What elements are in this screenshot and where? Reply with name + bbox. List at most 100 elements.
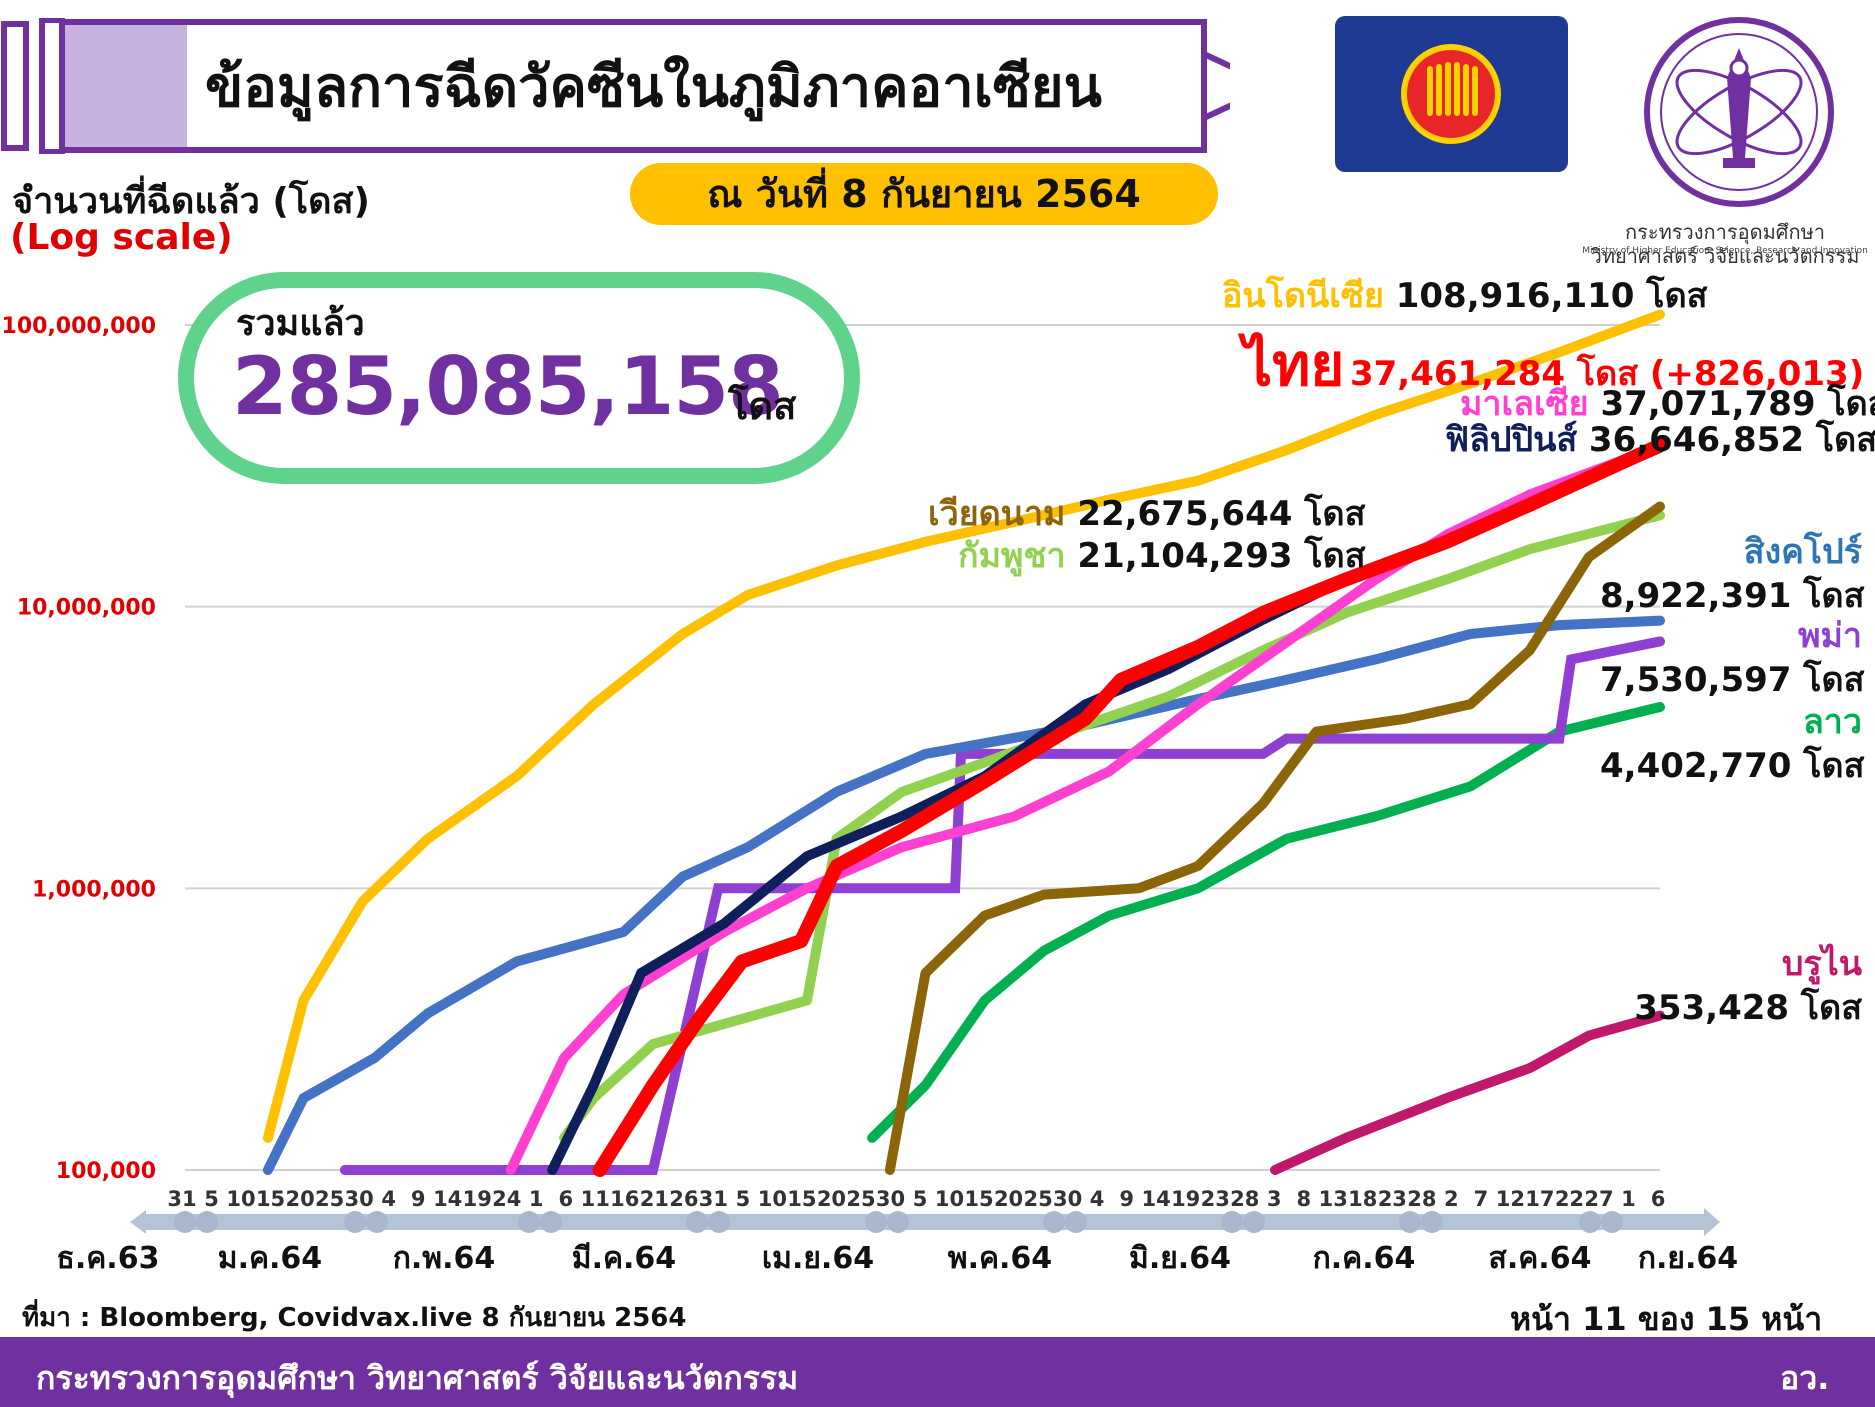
y-tick-label: 100,000	[56, 1159, 156, 1184]
x-tick-label: 25	[1023, 1187, 1052, 1211]
ministry-logo-icon	[1644, 17, 1834, 207]
x-tick-label: 13	[1319, 1187, 1348, 1211]
series-value: 37,071,789 โดส	[1600, 384, 1875, 424]
x-tick-label: 20	[285, 1187, 314, 1211]
x-tick-label: 15	[787, 1187, 816, 1211]
x-tick-label: 16	[610, 1187, 639, 1211]
x-axis-marker	[708, 1211, 730, 1233]
x-tick-label: 15	[256, 1187, 285, 1211]
x-tick-label: 25	[315, 1187, 344, 1211]
total-label: รวมแล้ว	[236, 303, 365, 344]
x-tick-label: 4	[1090, 1187, 1105, 1211]
x-tick-label: 23	[1378, 1187, 1407, 1211]
asean-flag-icon	[1335, 16, 1568, 172]
x-tick-label: 22	[1555, 1187, 1584, 1211]
x-tick-label: 26	[669, 1187, 698, 1211]
x-axis-arrow-right	[1704, 1208, 1720, 1236]
series-label-brunei: บรูไน 353,428 โดส	[1600, 942, 1862, 1030]
x-axis-marker	[1421, 1211, 1443, 1233]
x-axis-marker	[344, 1211, 366, 1233]
x-month-label: มิ.ย.64	[1129, 1241, 1231, 1276]
x-month-label: พ.ค.64	[948, 1241, 1052, 1276]
ministry-name-en: Ministry of Higher Education, Science, R…	[1582, 246, 1868, 256]
x-tick-label: 10	[758, 1187, 787, 1211]
series-value: 36,646,852 โดส	[1588, 420, 1875, 460]
series-name: พม่า	[1798, 616, 1862, 656]
total-box	[178, 272, 860, 484]
series-line	[884, 501, 1665, 1175]
series-label-cambodia: กัมพูชา 21,104,293 โดส	[958, 528, 1365, 582]
series-name: ไทย	[1243, 331, 1345, 399]
x-axis-marker	[1601, 1211, 1623, 1233]
x-month-label: ก.ค.64	[1313, 1241, 1416, 1276]
x-axis-marker	[174, 1211, 196, 1233]
x-tick-label: 31	[699, 1187, 728, 1211]
x-tick-label: 21	[640, 1187, 669, 1211]
x-month-label: ม.ค.64	[218, 1241, 322, 1276]
x-axis-marker	[196, 1211, 218, 1233]
x-month-label: ก.พ.64	[393, 1241, 495, 1276]
x-tick-label: 20	[994, 1187, 1023, 1211]
series-line	[262, 309, 1665, 1143]
total-unit: โดส	[728, 384, 797, 428]
x-tick-label: 31	[167, 1187, 196, 1211]
x-month-label: เม.ย.64	[762, 1241, 874, 1276]
x-tick-label: 17	[1525, 1187, 1554, 1211]
series-value: 22,675,644 โดส	[1077, 494, 1366, 534]
series-value: 108,916,110 โดส	[1395, 276, 1708, 316]
x-axis-marker	[540, 1211, 562, 1233]
series-line	[262, 615, 1665, 1175]
y-tick-label: 100,000,000	[2, 314, 156, 339]
x-tick-label: 18	[1348, 1187, 1377, 1211]
x-tick-label: 14	[433, 1187, 462, 1211]
footer-abbreviation: อว.	[1780, 1359, 1830, 1397]
x-tick-label: 3	[1267, 1187, 1282, 1211]
x-tick-label: 14	[1142, 1187, 1171, 1211]
series-value: 37,461,284 โดส (+826,013)	[1349, 354, 1865, 394]
series-line	[867, 702, 1665, 1143]
series-value: 8,922,391 โดส	[1600, 576, 1865, 616]
x-axis-marker	[1065, 1211, 1087, 1233]
x-tick-label: 12	[1496, 1187, 1525, 1211]
x-axis-marker	[686, 1211, 708, 1233]
series-value: 4,402,770 โดส	[1600, 746, 1865, 786]
log-scale-note: (Log scale)	[10, 217, 233, 258]
x-month-label: มี.ค.64	[572, 1241, 676, 1276]
page-number: หน้า 11 ของ 15 หน้า	[1510, 1300, 1823, 1338]
series-name: บรูไน	[1781, 944, 1862, 984]
x-month-label: ส.ค.64	[1489, 1241, 1592, 1276]
x-tick-label: 30	[345, 1187, 374, 1211]
x-tick-label: 1	[1621, 1187, 1636, 1211]
x-axis-marker	[1579, 1211, 1601, 1233]
series-label-thailand: ไทย 37,461,284 โดส (+826,013)	[1243, 318, 1864, 411]
x-tick-label: 10	[935, 1187, 964, 1211]
series-label-laos: ลาว 4,402,770 โดส	[1600, 700, 1865, 788]
x-axis-marker	[865, 1211, 887, 1233]
series-name: เวียดนาม	[928, 494, 1066, 534]
x-axis-marker	[1399, 1211, 1421, 1233]
x-tick-label: 25	[846, 1187, 875, 1211]
x-tick-label: 28	[1230, 1187, 1259, 1211]
syringe-icon	[1, 18, 1230, 154]
x-tick-label: 8	[1296, 1187, 1311, 1211]
x-axis-marker	[1221, 1211, 1243, 1233]
series-value: 21,104,293 โดส	[1077, 536, 1366, 576]
x-tick-label: 5	[913, 1187, 928, 1211]
series-name: สิงคโปร์	[1743, 532, 1862, 572]
series-label-singapore: สิงคโปร์ 8,922,391 โดส	[1600, 530, 1865, 618]
x-axis-marker	[518, 1211, 540, 1233]
footer-bar	[0, 1337, 1875, 1407]
date-badge: ณ วันที่ 8 กันยายน 2564	[630, 163, 1218, 225]
x-tick-label: 24	[492, 1187, 521, 1211]
x-tick-label: 6	[558, 1187, 573, 1211]
x-tick-label: 20	[817, 1187, 846, 1211]
series-name: ลาว	[1802, 702, 1862, 742]
x-tick-label: 9	[1119, 1187, 1134, 1211]
series-label-myanmar: พม่า 7,530,597 โดส	[1600, 614, 1865, 702]
x-axis-arrow-left	[130, 1210, 146, 1234]
series-value: 7,530,597 โดส	[1600, 660, 1865, 700]
x-tick-label: 2	[1444, 1187, 1459, 1211]
series-line	[1270, 1010, 1665, 1175]
x-tick-label: 6	[1651, 1187, 1666, 1211]
